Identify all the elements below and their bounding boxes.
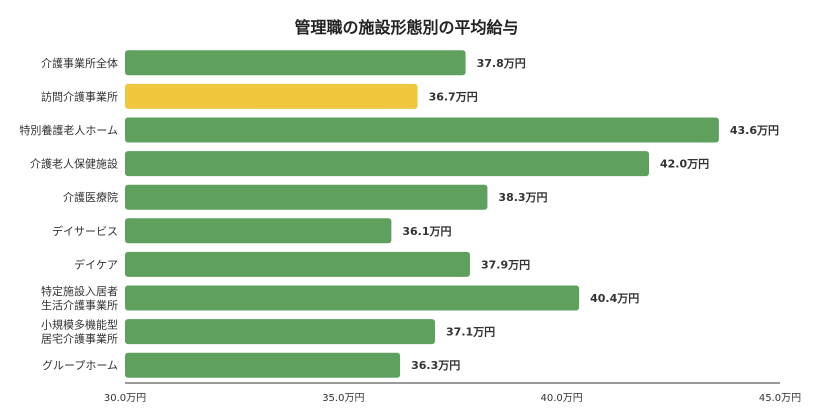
category-label: 小規模多機能型 — [41, 318, 118, 332]
category-label: 特別養護老人ホーム — [19, 123, 118, 137]
value-label: 38.3万円 — [498, 191, 547, 204]
bar — [125, 184, 488, 210]
bar — [125, 117, 719, 143]
bar — [125, 50, 466, 76]
chart-title: 管理職の施設形態別の平均給与 — [294, 18, 519, 37]
bar — [125, 151, 649, 177]
bar — [125, 218, 392, 244]
bar — [125, 251, 470, 277]
value-label: 42.0万円 — [660, 158, 709, 171]
value-label: 37.9万円 — [481, 258, 530, 271]
category-label: デイケア — [74, 257, 118, 271]
category-label: 介護老人保健施設 — [30, 157, 118, 171]
value-label: 36.1万円 — [402, 225, 451, 238]
bar — [125, 83, 418, 109]
category-label: 生活介護事業所 — [41, 298, 118, 312]
category-label: 介護医療院 — [63, 190, 118, 204]
value-label: 36.7万円 — [429, 90, 478, 103]
value-label: 37.1万円 — [446, 326, 495, 339]
category-label: 特定施設入居者 — [41, 284, 118, 298]
x-tick-label: 35.0万円 — [322, 393, 364, 404]
value-label: 40.4万円 — [590, 292, 639, 305]
value-label: 37.8万円 — [477, 57, 526, 70]
value-label: 43.6万円 — [730, 124, 779, 137]
category-label: グループホーム — [42, 358, 118, 372]
bar — [125, 319, 436, 345]
category-label: 介護事業所全体 — [41, 56, 118, 70]
x-tick-label: 30.0万円 — [104, 393, 146, 404]
bar — [125, 352, 401, 378]
value-label: 36.3万円 — [411, 359, 460, 372]
x-tick-label: 45.0万円 — [759, 393, 801, 404]
bar — [125, 285, 580, 311]
category-label: デイサービス — [52, 224, 118, 238]
category-label: 訪問介護事業所 — [41, 89, 118, 103]
x-tick-label: 40.0万円 — [541, 393, 583, 404]
category-label: 居宅介護事業所 — [41, 332, 118, 346]
